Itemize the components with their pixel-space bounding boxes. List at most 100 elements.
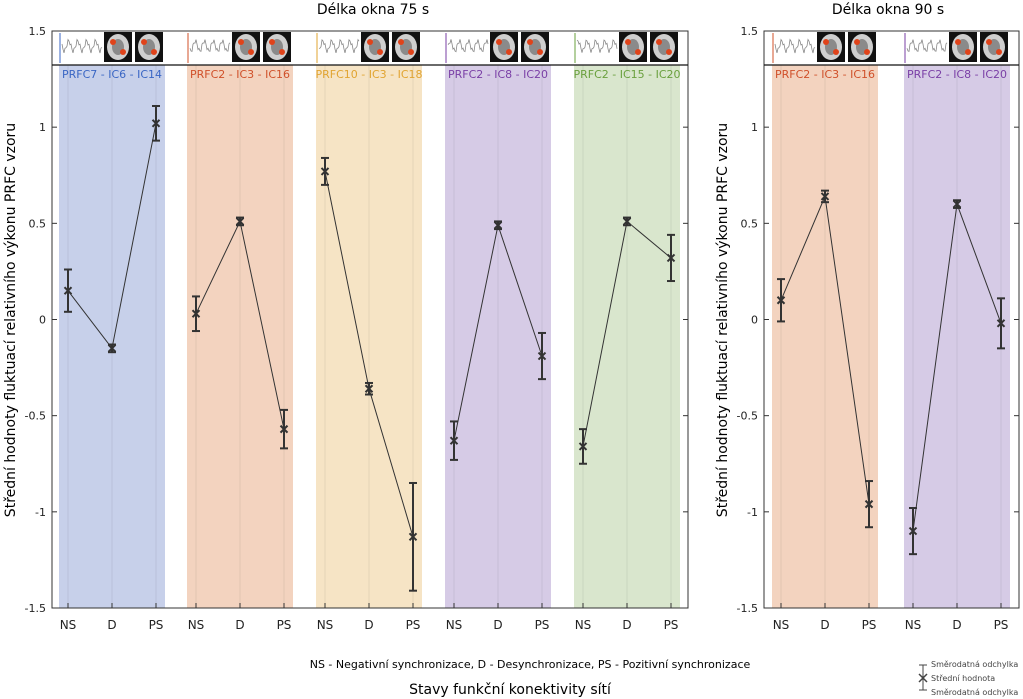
- x-tick-label: D: [235, 618, 244, 632]
- group-band: [904, 65, 1010, 608]
- x-tick-label: D: [107, 618, 116, 632]
- y-tick-label: -1.5: [737, 602, 758, 615]
- x-tick-label: D: [820, 618, 829, 632]
- mean-marker: [537, 351, 547, 361]
- thumbnail-waveform: [576, 39, 618, 53]
- thumbnail-waveform: [447, 39, 489, 53]
- group-thumbnail: [185, 30, 295, 65]
- brain-activation: [527, 39, 533, 45]
- x-tick-label: NS: [575, 618, 592, 632]
- brain-activation: [141, 39, 147, 45]
- y-tick-label: -0.5: [737, 410, 758, 423]
- mean-marker: [776, 296, 786, 305]
- mean-marker: [622, 217, 632, 226]
- brain-activation: [864, 49, 870, 55]
- mean-marker: [364, 384, 374, 393]
- brain-activation: [506, 49, 512, 55]
- title-left: Délka okna 75 s: [317, 2, 429, 18]
- y-tick-label: 0.5: [741, 217, 759, 230]
- brain-activation: [496, 39, 502, 45]
- mean-marker: [820, 192, 830, 201]
- x-tick-label: PS: [149, 618, 164, 632]
- y-tick-label: 1.5: [29, 25, 47, 38]
- y-tick-label: 0.5: [29, 217, 47, 230]
- brain-activation: [377, 49, 383, 55]
- mean-marker: [666, 253, 676, 263]
- brain-activation: [955, 39, 961, 45]
- mean-marker: [107, 344, 117, 353]
- series-label: PRFC2 - IC8 - IC20: [448, 68, 548, 81]
- mean-marker: [279, 424, 289, 434]
- x-tick-label: PS: [535, 618, 550, 632]
- brain-activation: [110, 39, 116, 45]
- mean-marker: [493, 221, 503, 230]
- brain-activation: [625, 39, 631, 45]
- y-axis-label-right: Střední hodnoty fluktuací relativního vý…: [715, 123, 731, 517]
- brain-activation: [965, 49, 971, 55]
- y-tick-label: 1: [751, 121, 758, 134]
- y-tick-label: 0: [39, 314, 46, 327]
- x-tick-label: D: [952, 618, 961, 632]
- y-tick-label: -0.5: [25, 410, 46, 423]
- x-tick-label: NS: [60, 618, 77, 632]
- x-tick-label: NS: [446, 618, 463, 632]
- brain-activation: [408, 49, 414, 55]
- errorbar-legend-lower: Směrodatná odchylka: [931, 688, 1018, 697]
- brain-activation: [269, 39, 275, 45]
- x-tick-label: PS: [994, 618, 1009, 632]
- group-band: [59, 65, 165, 608]
- mean-marker: [408, 532, 418, 542]
- brain-activation: [398, 39, 404, 45]
- group-thumbnail: [770, 30, 880, 65]
- brain-activation: [656, 39, 662, 45]
- mean-marker: [996, 319, 1006, 328]
- mean-marker: [63, 286, 73, 295]
- y-axis-label-left: Střední hodnoty fluktuací relativního vý…: [3, 123, 19, 517]
- mean-marker: [578, 442, 588, 451]
- title-right: Délka okna 90 s: [832, 2, 944, 18]
- series-label: PRFC10 - IC3 - IC18: [315, 68, 422, 81]
- brain-activation: [996, 49, 1002, 55]
- series-label: PRFC2 - IC3 - IC16: [775, 68, 875, 81]
- group-band: [445, 65, 551, 608]
- x-tick-label: D: [364, 618, 373, 632]
- brain-activation: [120, 49, 126, 55]
- brain-activation: [151, 49, 157, 55]
- group-thumbnail: [57, 30, 167, 65]
- brain-activation: [833, 49, 839, 55]
- errorbar-legend: Směrodatná odchylka Střední hodnota Směr…: [918, 660, 1018, 697]
- brain-activation: [248, 49, 254, 55]
- x-tick-label: NS: [905, 618, 922, 632]
- group-thumbnail: [443, 30, 553, 65]
- mean-marker: [235, 217, 245, 226]
- y-tick-label: -1: [35, 506, 46, 519]
- group-band: [772, 65, 878, 608]
- y-tick-label: -1: [747, 506, 758, 519]
- thumbnail-waveform: [774, 38, 816, 54]
- brain-activation: [279, 49, 285, 55]
- x-tick-label: D: [622, 618, 631, 632]
- group-band: [574, 65, 680, 608]
- x-tick-label: PS: [406, 618, 421, 632]
- group-band: [316, 65, 422, 608]
- panel-1: -1.5 -1 -0.5 0 0.5 1 1.5 PRFC7 - IC6 - IC14 NS D P…: [25, 25, 689, 632]
- errorbar-legend-mean: Střední hodnota: [931, 674, 995, 683]
- thumbnail-waveform: [61, 38, 103, 54]
- x-axis-label: Stavy funkční konektivity sítí: [409, 682, 612, 698]
- mean-marker: [449, 436, 459, 445]
- group-thumbnail: [314, 30, 424, 65]
- thumbnail-waveform: [906, 39, 948, 52]
- brain-activation: [854, 39, 860, 45]
- thumbnail-waveform: [189, 39, 231, 52]
- group-thumbnail: [572, 30, 682, 65]
- brain-activation: [666, 49, 672, 55]
- mean-marker: [952, 199, 962, 209]
- brain-activation: [238, 39, 244, 45]
- x-tick-label: PS: [862, 618, 877, 632]
- series-label: PRFC2 - IC3 - IC16: [190, 68, 290, 81]
- y-tick-label: -1.5: [25, 602, 46, 615]
- mean-marker: [864, 499, 874, 509]
- x-tick-label: PS: [664, 618, 679, 632]
- errorbar-legend-upper: Směrodatná odchylka: [931, 660, 1018, 669]
- brain-activation: [367, 39, 373, 45]
